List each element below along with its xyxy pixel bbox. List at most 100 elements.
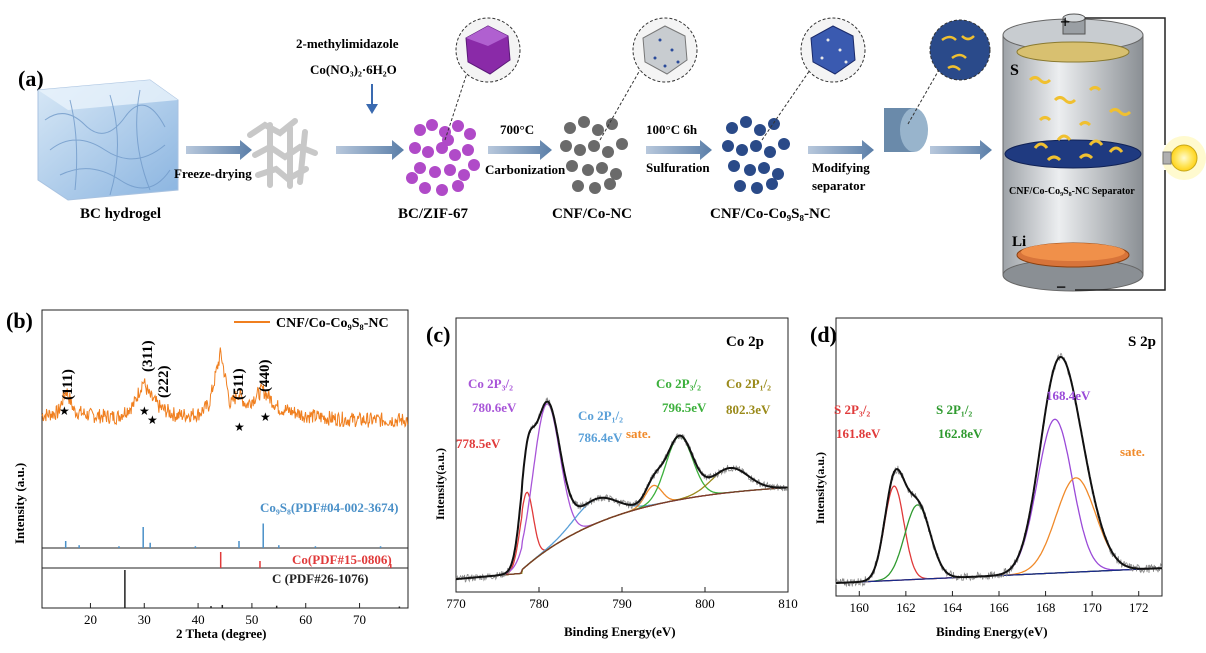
cos-polyhedron xyxy=(810,25,856,75)
fit-peak-161.8eV xyxy=(836,485,1162,584)
y-axis-label: Intensity (a.u.) xyxy=(12,463,27,544)
plot-frame xyxy=(41,309,409,609)
arrow-zif-growth xyxy=(336,140,404,160)
separator-zoom-circle xyxy=(929,19,991,81)
x-tick-label: 172 xyxy=(1129,600,1149,615)
x-tick-label: 70 xyxy=(353,612,366,627)
annot-co2p12-b: Co 2P₁/₂ xyxy=(726,376,771,391)
separator-disk xyxy=(884,108,928,152)
separator-label: separator xyxy=(812,178,866,193)
freeze-dried-network xyxy=(247,118,318,189)
annot-1684: 168.4eV xyxy=(1046,388,1091,403)
ref-label-co9s8: Co₉S₈(PDF#04-002-3674) xyxy=(260,500,399,515)
annot-sate: sate. xyxy=(1120,444,1145,459)
annot-802: 802.3eV xyxy=(726,402,771,417)
peak-label-111: (111) xyxy=(60,369,76,400)
reagent-methylimidazole: 2-methylimidazole xyxy=(296,36,399,51)
conc-polyhedron xyxy=(642,25,688,75)
raw-spectrum xyxy=(835,352,1163,588)
x-axis-label: Binding Energy(eV) xyxy=(936,624,1048,639)
bc-hydrogel-label: BC hydrogel xyxy=(80,206,161,222)
fit-peak-sate. xyxy=(836,477,1162,584)
x-tick-label: 164 xyxy=(943,600,963,615)
arrow-modifying xyxy=(808,140,874,160)
arrow-to-battery xyxy=(930,140,992,160)
panel-c: (c) Co 2p 770 780 790 800 810 Co 2P₃/₂ 780.6… xyxy=(420,308,800,648)
panel-d: (d) S 2p 160 162 164 166 168 170 172 S 2P₃/₂ 1… xyxy=(800,308,1206,648)
cnf-conc-label: CNF/Co-NC xyxy=(552,206,632,222)
x-tick-label: 60 xyxy=(299,612,312,627)
annot-co2p32-a: Co 2P₃/₂ xyxy=(468,376,513,391)
co2p-title: Co 2p xyxy=(726,334,764,350)
ref-label-co: Co(PDF#15-0806) xyxy=(292,552,392,567)
x-tick-label: 168 xyxy=(1036,600,1056,615)
peak-label-311: (311) xyxy=(140,340,156,372)
xrd-pattern-line xyxy=(41,347,409,428)
fit-peak-802.3eV xyxy=(455,467,788,580)
y-axis-label: Intensity(a.u.) xyxy=(813,452,827,524)
baseline xyxy=(455,487,787,580)
annot-1618: 161.8eV xyxy=(836,426,881,441)
minus-terminal-label: − xyxy=(1056,277,1066,297)
xps-co-chart: (c) Co 2p 770 780 790 800 810 Co 2P₃/₂ 780.6… xyxy=(426,317,798,639)
star-111: ★ xyxy=(59,404,70,418)
annot-s2p12: S 2P₁/₂ xyxy=(936,402,972,417)
x-tick-label: 810 xyxy=(778,596,798,611)
x-tick-label: 166 xyxy=(989,600,1009,615)
x-tick-label: 170 xyxy=(1082,600,1102,615)
star-511: ★ xyxy=(234,420,245,434)
arrow-freeze-drying xyxy=(186,140,252,160)
x-tick-label: 160 xyxy=(850,600,870,615)
s2p-title: S 2p xyxy=(1128,334,1156,350)
panel-b-label: (b) xyxy=(6,308,33,333)
annot-co2p32-b: Co 2P₃/₂ xyxy=(656,376,701,391)
plus-terminal-label: + xyxy=(1060,12,1070,32)
fit-peak-796.5eV xyxy=(455,435,788,580)
carbonization-label: Carbonization xyxy=(485,162,566,177)
sulfuration-temp: 100°C 6h xyxy=(646,122,698,137)
x-tick-label: 770 xyxy=(446,596,466,611)
envelope-fit xyxy=(456,400,788,581)
panel-b: (b) 20 30 40 50 60 70 CNF/Co-Co₉S₈-NC (111) (… xyxy=(0,308,415,648)
reagent-cobalt-nitrate: Co(NO₃)₂·6H₂O xyxy=(310,62,397,77)
x-axis-label: 2 Theta (degree) xyxy=(176,626,267,641)
annot-780: 780.6eV xyxy=(472,400,517,415)
x-tick-label: 30 xyxy=(138,612,151,627)
xrd-chart: (b) 20 30 40 50 60 70 CNF/Co-Co₉S₈-NC (111) (… xyxy=(6,308,409,641)
xps-s-chart: (d) S 2p 160 162 164 166 168 170 172 S 2P₃/₂ 1… xyxy=(810,317,1163,639)
annot-796: 796.5eV xyxy=(662,400,707,415)
arrow-carbonization xyxy=(488,140,552,160)
x-tick-label: 50 xyxy=(245,612,258,627)
annot-786: 786.4eV xyxy=(578,430,623,445)
x-tick-label: 790 xyxy=(612,596,632,611)
fit-peak-sate. xyxy=(455,484,788,580)
peak-label-440: (440) xyxy=(257,360,273,393)
envelope-fit xyxy=(836,356,1162,584)
battery-lithium-label: Li xyxy=(1012,234,1026,250)
star-222: ★ xyxy=(147,413,158,427)
arrow-sulfuration xyxy=(646,140,712,160)
x-axis-label: Binding Energy(eV) xyxy=(564,624,676,639)
annot-778: 778.5eV xyxy=(456,436,501,451)
annot-sate: sate. xyxy=(626,426,651,441)
star-440: ★ xyxy=(260,410,271,424)
bc-hydrogel-image xyxy=(37,79,179,201)
panel-c-label: (c) xyxy=(426,322,450,347)
x-tick-label: 20 xyxy=(84,612,97,627)
raw-spectrum xyxy=(455,396,788,583)
carbonization-temp: 700°C xyxy=(500,122,534,137)
annot-s2p32: S 2P₃/₂ xyxy=(834,402,870,417)
ref-label-c: C (PDF#26-1076) xyxy=(272,571,368,586)
x-tick-label: 162 xyxy=(896,600,916,615)
fit-peak-168.4eV xyxy=(836,418,1162,584)
battery-separator-label: CNF/Co-Co₉S₈-NC Separator xyxy=(1009,186,1135,197)
plot-frame xyxy=(455,317,789,593)
x-tick-label: 40 xyxy=(192,612,205,627)
sulfuration-label: Sulfuration xyxy=(646,160,710,175)
cnf-conc-network xyxy=(560,116,628,194)
light-bulb-icon xyxy=(1162,136,1206,180)
peak-label-222: (222) xyxy=(156,366,172,399)
freeze-drying-label: Freeze-drying xyxy=(174,166,252,181)
cnf-cos-network xyxy=(722,116,790,194)
battery-cell xyxy=(1002,13,1144,292)
